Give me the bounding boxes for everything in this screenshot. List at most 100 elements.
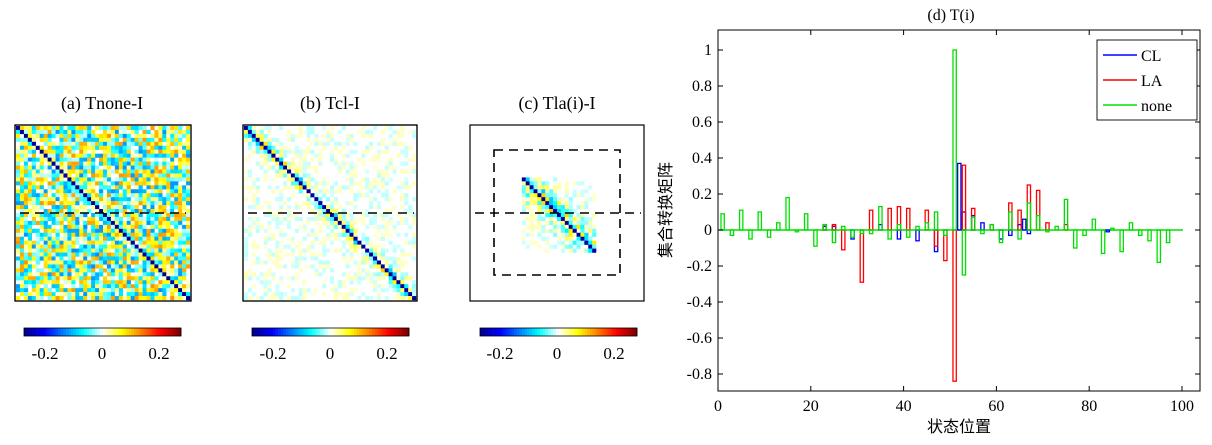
heatmap-cell — [349, 232, 354, 237]
heatmap-cell — [529, 197, 534, 202]
heatmap-cell — [263, 169, 268, 174]
heatmap-cell — [71, 137, 76, 143]
heatmap-cell — [146, 268, 151, 273]
heatmap-cell — [110, 181, 116, 186]
heatmap-cell — [353, 149, 358, 154]
heatmap-cell — [408, 292, 413, 297]
heatmap-cell — [83, 252, 88, 257]
heatmap-cell — [408, 224, 413, 230]
heatmap-cell — [290, 181, 296, 186]
heatmap-cell — [83, 137, 88, 143]
heatmap-cell — [67, 193, 72, 198]
panel-d-xlabel: 状态位置 — [927, 417, 991, 436]
heatmap-cell — [568, 224, 573, 230]
colorbar-segment — [254, 328, 258, 336]
panel-c-colorbar-tick: -0.2 — [487, 344, 514, 363]
heatmap-cell — [106, 292, 112, 297]
heatmap-cell — [592, 228, 597, 233]
heatmap-cell — [95, 133, 100, 139]
heatmap-cell — [154, 296, 159, 301]
heatmap-cell — [251, 126, 256, 131]
heatmap-cell — [545, 201, 550, 206]
heatmap-cell — [59, 292, 64, 297]
heatmap-cell — [263, 161, 268, 166]
heatmap-cell — [337, 169, 342, 174]
bar-none — [1063, 198, 1069, 231]
heatmap-cell — [298, 296, 303, 301]
heatmap-cell — [71, 284, 76, 289]
heatmap-cell — [39, 272, 44, 277]
heatmap-cell — [182, 157, 187, 162]
heatmap-cell — [87, 169, 92, 174]
heatmap-cell — [158, 256, 163, 261]
heatmap-cell — [580, 193, 585, 198]
heatmap-cell — [146, 280, 151, 285]
heatmap-cell — [302, 157, 307, 162]
heatmap-cell — [27, 280, 33, 285]
heatmap-cell — [19, 220, 25, 226]
heatmap-cell — [83, 272, 88, 277]
heatmap-cell — [322, 213, 327, 218]
heatmap-cell — [59, 252, 64, 257]
heatmap-cell — [174, 165, 179, 170]
heatmap-cell — [118, 292, 123, 297]
heatmap-cell — [384, 272, 389, 277]
heatmap-cell — [365, 177, 370, 182]
heatmap-cell — [166, 220, 171, 226]
heatmap-cell — [314, 232, 319, 237]
heatmap-cell — [412, 133, 417, 139]
heatmap-cell — [142, 153, 147, 158]
heatmap-cell — [333, 288, 339, 293]
heatmap-cell — [349, 185, 354, 190]
heatmap-cell — [146, 256, 151, 261]
heatmap-cell — [283, 264, 288, 269]
heatmap-cell — [91, 141, 96, 146]
heatmap-cell — [162, 292, 167, 297]
heatmap-cell — [55, 232, 60, 237]
panel-d-ticks: 0 20 40 60 80 10010.80.60.40.20-0.2-0.4-0.6-0… — [687, 30, 1200, 415]
heatmap-cell — [23, 189, 29, 194]
heatmap-cell — [162, 129, 167, 135]
heatmap-cell — [333, 189, 339, 194]
heatmap-cell — [170, 165, 175, 170]
heatmap-cell — [134, 280, 139, 285]
heatmap-cell — [27, 165, 33, 170]
heatmap-cell — [294, 216, 299, 222]
heatmap-cell — [150, 126, 155, 131]
heatmap-cell — [19, 252, 25, 257]
heatmap-cell — [290, 264, 296, 269]
heatmap-cell — [106, 165, 112, 170]
heatmap-cell — [55, 240, 60, 245]
heatmap-cell — [114, 169, 120, 174]
heatmap-cell — [150, 141, 155, 146]
heatmap-cell — [154, 205, 159, 210]
heatmap-cell — [349, 169, 354, 174]
heatmap-cell — [47, 129, 52, 135]
colorbar-segment — [309, 328, 313, 336]
heatmap-cell — [310, 193, 315, 198]
heatmap-cell — [134, 272, 139, 277]
heatmap-cell — [326, 133, 331, 139]
heatmap-cell — [154, 264, 159, 269]
heatmap-cell — [162, 161, 167, 166]
heatmap-cell — [16, 240, 21, 245]
heatmap-cell — [95, 205, 100, 210]
heatmap-cell — [162, 165, 167, 170]
heatmap-cell — [263, 288, 268, 293]
heatmap-cell — [130, 248, 135, 253]
heatmap-cell — [130, 284, 135, 289]
heatmap-cell — [106, 260, 112, 265]
bar-none — [748, 229, 753, 240]
heatmap-cell — [138, 292, 143, 297]
heatmap-cell — [318, 181, 323, 186]
heatmap-cell — [306, 216, 311, 222]
heatmap-cell — [255, 189, 260, 194]
heatmap-cell — [549, 209, 554, 214]
heatmap-cell — [99, 133, 104, 139]
heatmap-cell — [154, 137, 159, 143]
heatmap-cell — [186, 161, 191, 166]
heatmap-cell — [91, 129, 96, 135]
panel-a-colorbar-tick: 0.2 — [148, 344, 169, 363]
heatmap-cell — [357, 193, 362, 198]
heatmap-cell — [83, 209, 88, 214]
